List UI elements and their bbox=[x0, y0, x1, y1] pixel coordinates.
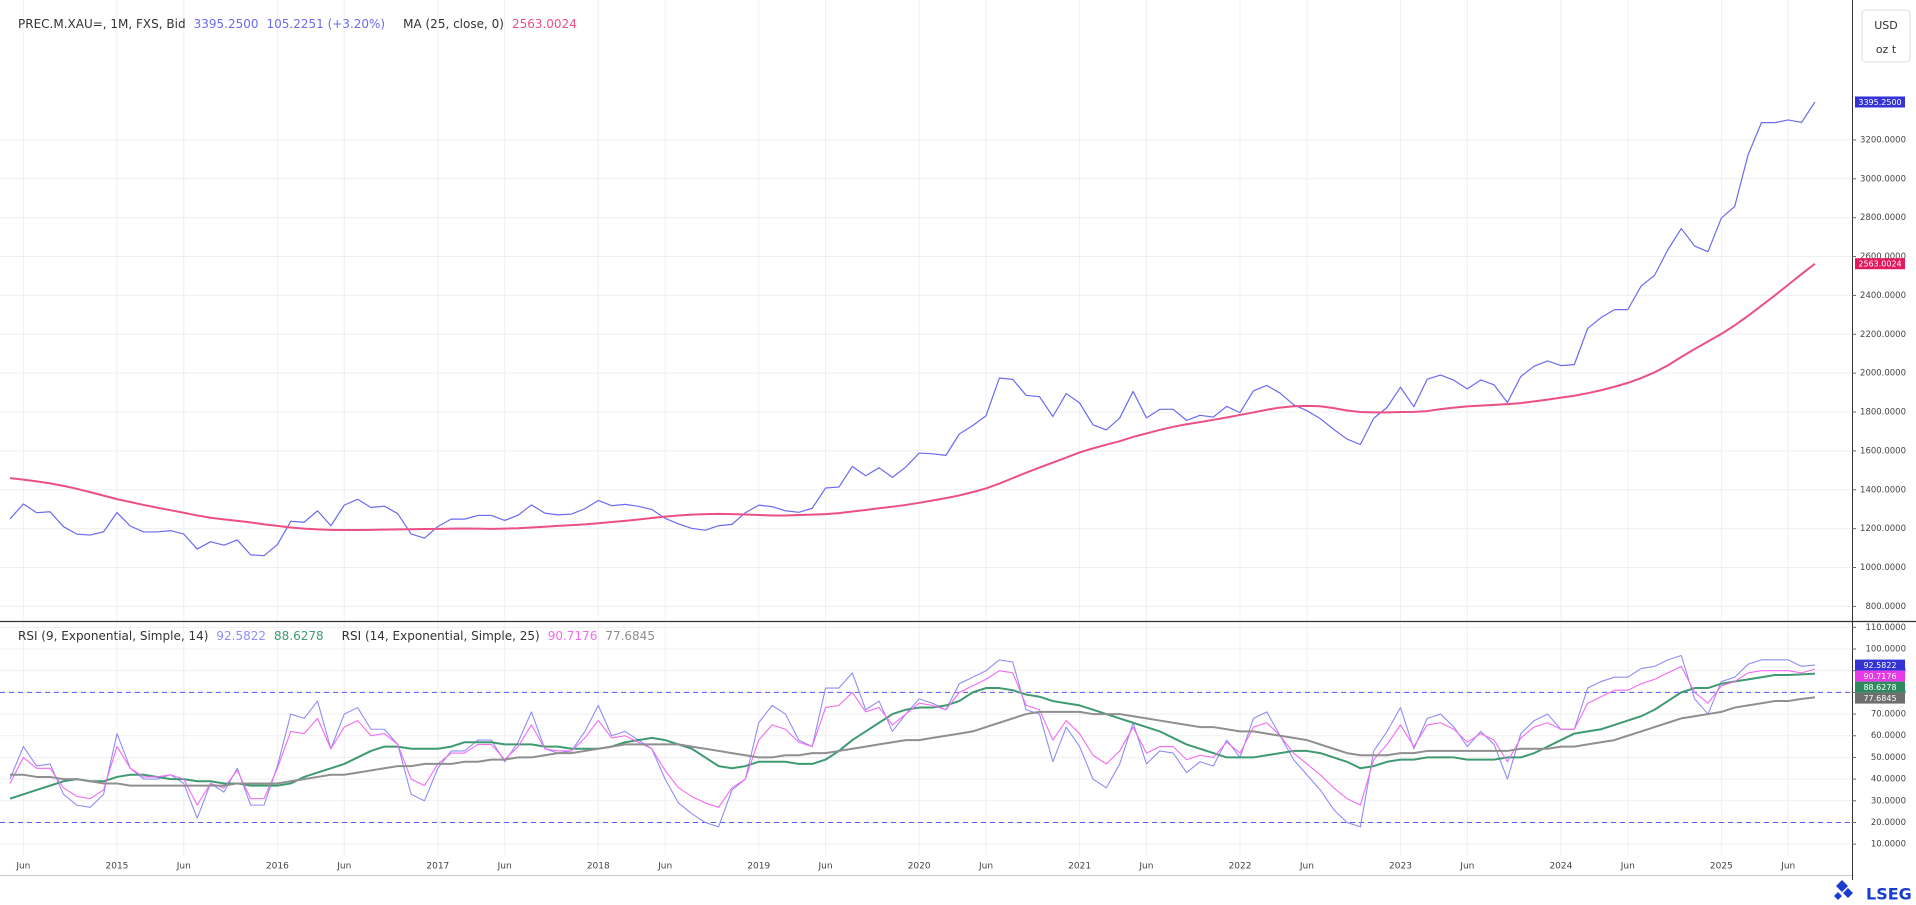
x-tick-label: Jun bbox=[1620, 862, 1635, 872]
last-value-badge bbox=[1855, 659, 1905, 671]
unit-label: oz t bbox=[1876, 43, 1897, 56]
y-tick-label: 2800.0000 bbox=[1860, 213, 1906, 223]
x-tick-label: 2015 bbox=[106, 862, 129, 872]
unit-box bbox=[1861, 9, 1911, 63]
legend-title: PREC.M.XAU=, 1M, FXS, Bid bbox=[18, 17, 186, 31]
x-tick-label: Jun bbox=[1459, 862, 1474, 872]
legend-value: 92.5822 bbox=[216, 629, 267, 643]
y-tick-label: 10.0000 bbox=[1871, 840, 1906, 850]
last-value-label: 2563.0024 bbox=[1858, 260, 1901, 269]
rsi-legend: RSI (9, Exponential, Simple, 14) 92.5822 8… bbox=[18, 629, 663, 643]
y-tick-label: 2600.0000 bbox=[1860, 252, 1906, 262]
legend-value: 3395.2500 bbox=[193, 17, 259, 31]
legend-value: 90.7176 bbox=[547, 629, 598, 643]
y-tick-label: 2200.0000 bbox=[1860, 330, 1906, 340]
last-value-label: 90.7176 bbox=[1863, 672, 1896, 681]
x-tick-label: Jun bbox=[818, 862, 833, 872]
legend-entry: RSI (14, Exponential, Simple, 25) bbox=[341, 629, 540, 643]
x-tick-label: Jun bbox=[15, 862, 30, 872]
last-value-badge bbox=[1855, 96, 1905, 108]
legend-value: 88.6278 bbox=[274, 629, 324, 643]
brand-logo: LSEG bbox=[1834, 880, 1912, 904]
y-tick-label: 60.0000 bbox=[1871, 731, 1906, 741]
x-tick-label: Jun bbox=[1780, 862, 1795, 872]
legend-entry: MA (25, close, 0) bbox=[403, 17, 504, 31]
y-tick-label: 1400.0000 bbox=[1860, 485, 1906, 495]
last-value-badge bbox=[1855, 692, 1905, 704]
unit-label: USD bbox=[1874, 19, 1898, 32]
legend-entry: RSI (9, Exponential, Simple, 14) bbox=[18, 629, 209, 643]
x-tick-label: 2017 bbox=[426, 862, 449, 872]
y-tick-label: 1600.0000 bbox=[1860, 446, 1906, 456]
y-tick-label: 50.0000 bbox=[1871, 753, 1906, 763]
y-tick-label: 100.0000 bbox=[1865, 645, 1906, 655]
x-tick-label: 2023 bbox=[1389, 862, 1412, 872]
y-tick-label: 2000.0000 bbox=[1860, 369, 1906, 379]
y-tick-label: 30.0000 bbox=[1871, 796, 1906, 806]
series-line bbox=[9, 262, 1816, 532]
series-line bbox=[10, 696, 1816, 787]
logo-icon bbox=[1834, 880, 1853, 900]
last-value-label: 92.5822 bbox=[1863, 661, 1896, 670]
y-tick-label: 20.0000 bbox=[1871, 818, 1906, 828]
y-tick-label: 2400.0000 bbox=[1860, 291, 1906, 301]
x-tick-label: Jun bbox=[978, 862, 993, 872]
y-tick-label: 70.0000 bbox=[1871, 710, 1906, 720]
x-tick-label: 2021 bbox=[1068, 862, 1091, 872]
x-tick-label: Jun bbox=[176, 862, 191, 872]
last-value-label: 3395.2500 bbox=[1858, 98, 1901, 107]
legend-value: 2563.0024 bbox=[511, 17, 577, 31]
x-tick-label: 2018 bbox=[587, 862, 610, 872]
x-tick-label: Jun bbox=[1138, 862, 1153, 872]
legend-value: 77.6845 bbox=[605, 629, 655, 643]
last-value-label: 77.6845 bbox=[1863, 694, 1896, 703]
series-line bbox=[9, 654, 1816, 828]
y-tick-label: 800.0000 bbox=[1865, 602, 1906, 612]
last-value-badge bbox=[1855, 681, 1905, 693]
y-tick-label: 40.0000 bbox=[1871, 775, 1906, 785]
x-tick-label: 2025 bbox=[1710, 862, 1733, 872]
y-tick-label: 1000.0000 bbox=[1860, 563, 1906, 573]
x-tick-label: Jun bbox=[1299, 862, 1314, 872]
series-line bbox=[9, 101, 1816, 557]
x-tick-label: 2022 bbox=[1229, 862, 1252, 872]
x-tick-label: Jun bbox=[657, 862, 672, 872]
x-tick-label: 2016 bbox=[266, 862, 289, 872]
price-legend: PREC.M.XAU=, 1M, FXS, Bid 3395.2500 105.22… bbox=[18, 17, 585, 31]
logo-text: LSEG bbox=[1866, 885, 1912, 904]
x-tick-label: 2020 bbox=[908, 862, 931, 872]
last-value-label: 88.6278 bbox=[1863, 683, 1896, 692]
y-tick-label: 3200.0000 bbox=[1860, 135, 1906, 145]
last-value-badge bbox=[1855, 258, 1905, 270]
x-tick-label: 2024 bbox=[1549, 862, 1572, 872]
y-tick-label: 1800.0000 bbox=[1860, 408, 1906, 418]
x-tick-label: 2019 bbox=[747, 862, 770, 872]
y-tick-label: 1200.0000 bbox=[1860, 524, 1906, 534]
y-tick-label: 3000.0000 bbox=[1860, 174, 1906, 184]
y-tick-label: 110.0000 bbox=[1865, 623, 1906, 633]
x-tick-label: Jun bbox=[336, 862, 351, 872]
legend-change: 105.2251 (+3.20%) bbox=[266, 17, 386, 31]
x-tick-label: Jun bbox=[497, 862, 512, 872]
last-value-badge bbox=[1855, 670, 1905, 682]
